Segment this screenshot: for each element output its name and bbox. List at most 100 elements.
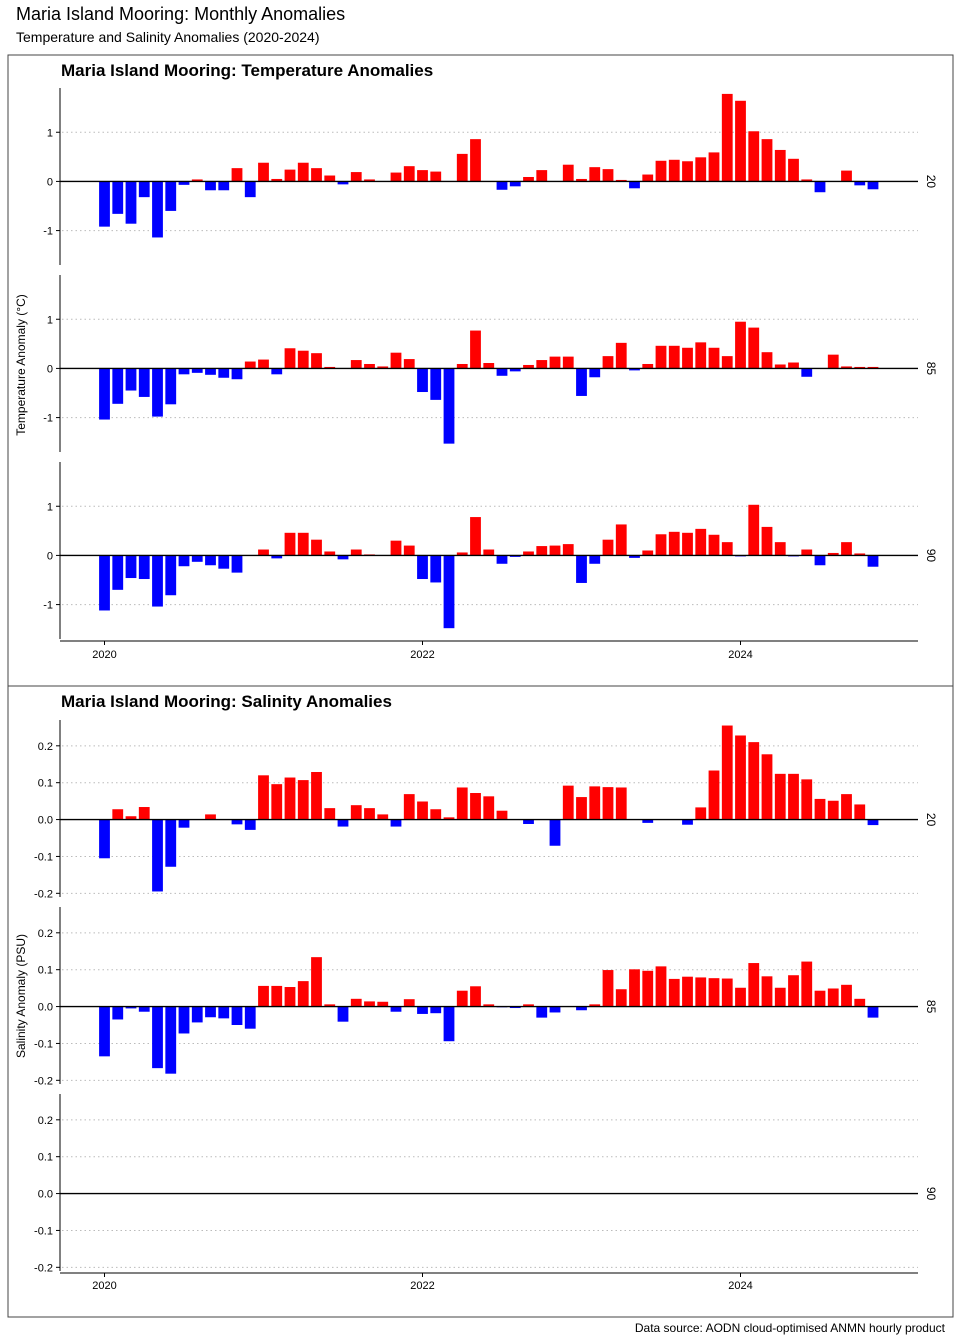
bar xyxy=(324,175,336,182)
bar xyxy=(827,354,839,369)
bar xyxy=(138,368,150,397)
bar xyxy=(774,773,786,820)
y-tick-label: 1 xyxy=(47,314,53,326)
bar xyxy=(138,181,150,198)
panel-border xyxy=(7,685,954,1318)
bar xyxy=(430,809,442,820)
bar xyxy=(311,168,322,182)
bar xyxy=(258,359,269,369)
bar xyxy=(708,978,720,1007)
bar xyxy=(403,545,415,556)
bar xyxy=(536,546,548,556)
bar xyxy=(205,1006,216,1018)
bar xyxy=(271,784,283,820)
bar xyxy=(801,179,813,182)
page-subtitle: Temperature and Salinity Anomalies (2020… xyxy=(16,29,320,45)
bar xyxy=(695,342,707,369)
bar xyxy=(735,735,746,820)
bar xyxy=(112,555,124,590)
bar xyxy=(655,160,667,182)
bar xyxy=(125,816,137,820)
bar xyxy=(231,1006,243,1025)
bar xyxy=(708,534,720,556)
bar xyxy=(655,534,667,556)
bar xyxy=(271,368,283,375)
facet-label: 20 xyxy=(924,813,938,827)
bar xyxy=(152,368,163,417)
bar xyxy=(748,327,760,369)
bar xyxy=(867,366,879,369)
bar xyxy=(470,517,481,556)
bar xyxy=(496,810,508,820)
bar xyxy=(668,531,680,556)
bar xyxy=(761,139,773,182)
bar xyxy=(708,347,720,369)
bar xyxy=(311,957,322,1007)
bar xyxy=(470,793,481,820)
bar xyxy=(562,164,574,182)
facet-20: -0.2 -0.1 0.0 0.1 0.2 20 xyxy=(34,720,938,900)
bar xyxy=(125,555,137,579)
bar xyxy=(788,975,799,1007)
bar xyxy=(152,1006,163,1069)
y-tick-label: -0.2 xyxy=(34,1075,53,1087)
bar xyxy=(297,350,309,369)
x-tick-label: 2024 xyxy=(728,649,752,661)
bar xyxy=(721,356,733,369)
bar xyxy=(99,368,110,420)
bar xyxy=(801,368,813,377)
bar xyxy=(854,366,866,369)
bar xyxy=(562,785,574,820)
bar xyxy=(456,787,468,820)
bar xyxy=(417,1006,428,1014)
bar xyxy=(390,540,402,556)
bar xyxy=(337,1006,349,1022)
bar xyxy=(827,552,839,556)
bar xyxy=(205,368,216,375)
bar xyxy=(682,161,693,182)
bar xyxy=(443,817,455,820)
bar xyxy=(788,158,799,182)
bar xyxy=(682,347,693,369)
bar xyxy=(231,368,243,380)
bar xyxy=(112,368,124,404)
bar xyxy=(615,342,627,369)
bar xyxy=(827,988,839,1007)
bar xyxy=(589,786,601,820)
bar xyxy=(814,798,826,820)
bar xyxy=(774,542,786,556)
bar xyxy=(708,770,720,820)
bar xyxy=(682,976,693,1007)
bar xyxy=(629,969,640,1007)
bar xyxy=(231,819,243,825)
bar xyxy=(191,179,203,182)
bar xyxy=(99,555,110,611)
bar xyxy=(695,977,707,1007)
bar xyxy=(271,555,283,559)
bar xyxy=(735,100,746,182)
bar xyxy=(403,999,415,1007)
bar xyxy=(629,181,640,189)
y-tick-label: -0.1 xyxy=(34,1225,53,1237)
bar xyxy=(721,93,733,182)
bar xyxy=(814,181,826,193)
bar xyxy=(788,773,799,820)
facet-85: -1 0 1 85 xyxy=(43,275,938,452)
bar xyxy=(138,1006,150,1012)
y-tick-label: -1 xyxy=(43,600,53,612)
bar xyxy=(867,819,879,826)
bar xyxy=(509,181,521,187)
bar xyxy=(589,368,601,378)
bar xyxy=(854,998,866,1007)
bar xyxy=(827,800,839,820)
bar xyxy=(509,368,521,372)
bar xyxy=(867,555,879,567)
bar xyxy=(218,181,230,191)
bar xyxy=(456,552,468,556)
bar xyxy=(867,181,879,190)
bar xyxy=(483,1004,495,1007)
bar xyxy=(258,549,269,556)
bar xyxy=(536,1006,548,1018)
bar xyxy=(496,368,508,376)
